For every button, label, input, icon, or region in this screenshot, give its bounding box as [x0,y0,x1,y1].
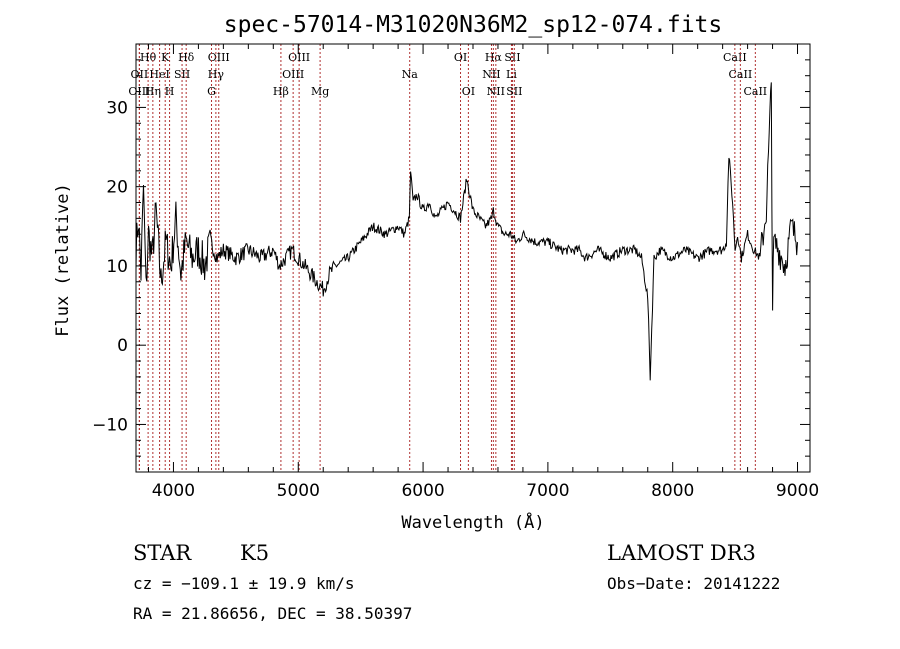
survey-name: LAMOST DR3 [607,541,756,565]
y-tick-label: 20 [106,178,128,198]
spectral-line-label: Hα [485,51,503,64]
x-axis-label: Wavelength (Å) [401,511,544,533]
x-tick-label: 9000 [776,481,819,501]
spectral-line-label: OI [454,51,467,64]
redshift-text: cz = −109.1 ± 19.9 km/s [133,574,355,593]
spectral-line-label: G [207,85,216,98]
spectral-line-label: Na [402,68,419,81]
axis-ticks-layer: 4000 5000 6000 7000 8000 9000 −10 0 10 20 30 [92,44,819,501]
spectral-line-label: Mg [311,85,329,98]
spectral-line-label: SII [506,85,522,98]
spectral-line-label: Hβ [273,85,289,98]
spectral-line-label: CaII [743,85,767,98]
subclass: K5 [240,541,269,565]
y-tick-label: 10 [106,257,128,277]
x-tick-label: 6000 [401,481,444,501]
spectral-line-label: H [165,85,175,98]
y-tick-label: −10 [92,415,128,435]
spectral-line-label: K [161,51,170,64]
spectral-line-label: Hθ [140,51,157,64]
spectral-line-label: Hγ [208,68,225,81]
plot-frame [135,43,811,473]
y-axis-label: Flux (relative) [53,183,73,337]
spectral-line-label: OIII [288,51,310,64]
spectral-line-label: CaII [729,68,753,81]
spectral-line-label: Li [506,68,517,81]
series-line [135,82,798,381]
spectral-line-label: OIII [282,68,304,81]
spectral-line-label: Hδ [178,51,195,64]
spectral-line-label: NII [482,68,500,81]
spectral-line-label: SII [174,68,190,81]
x-tick-label: 5000 [277,481,320,501]
spectral-line-label: OII [131,68,149,81]
y-tick-label: 0 [117,336,128,356]
spectral-line-label: SII [504,51,520,64]
object-type: STAR [133,541,192,565]
spectral-line-label: OI [462,85,475,98]
spectral-line-label: NII [487,85,505,98]
spectral-line-label: HeI [149,68,169,81]
x-tick-label: 7000 [526,481,569,501]
y-tick-label: 30 [106,98,128,118]
spectral-line-label: Hη [145,85,161,98]
obs-date: Obs−Date: 20141222 [607,574,780,593]
x-tick-label: 8000 [651,481,694,501]
spectral-line-label: OIII [208,51,230,64]
chart-title: spec-57014-M31020N36M2_sp12-074.fits [224,12,723,38]
spectral-line-label: CaII [723,51,747,64]
coordinates: RA = 21.86656, DEC = 38.50397 [133,604,412,623]
x-tick-label: 4000 [152,481,195,501]
